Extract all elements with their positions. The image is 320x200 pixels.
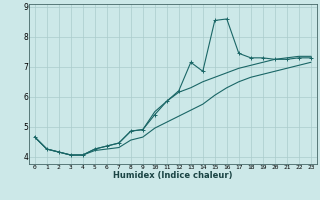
- X-axis label: Humidex (Indice chaleur): Humidex (Indice chaleur): [113, 171, 233, 180]
